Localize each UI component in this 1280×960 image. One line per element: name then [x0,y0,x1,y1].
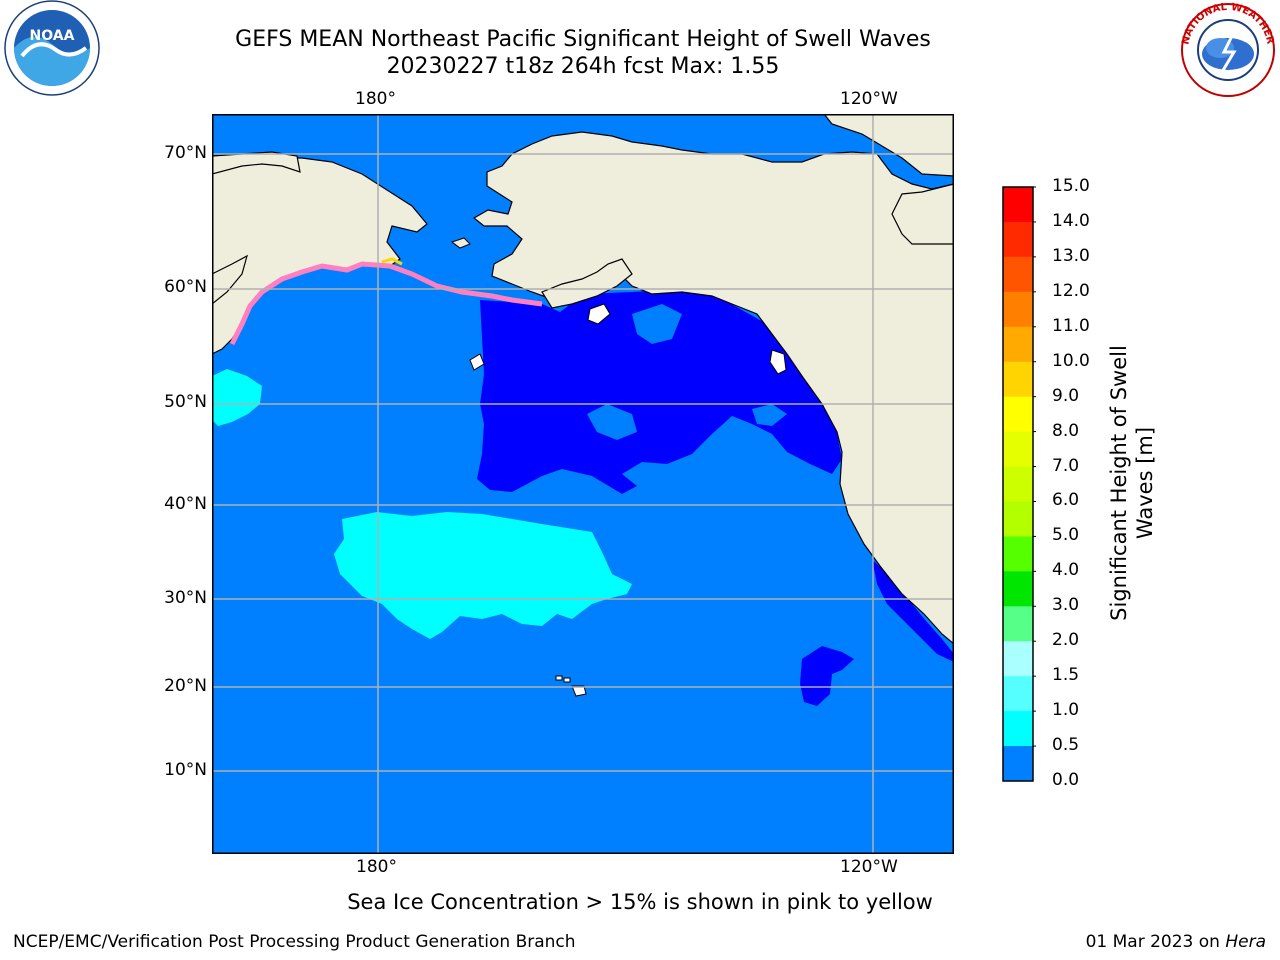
colorbar-label-line2: Waves [m] [1133,426,1157,540]
lon-label-top-180: 180° [355,89,396,109]
chart-title: GEFS MEAN Northeast Pacific Significant … [235,27,931,52]
colorbar-tick-label: 15.0 [1052,176,1090,196]
graticule [212,114,954,854]
mid-swell-region-west [212,369,262,426]
lat-label-20n: 20°N [164,676,207,696]
colorbar-tick-label: 7.0 [1052,455,1080,476]
mid-swell-region-central [334,512,632,639]
land-north-america-east [891,183,954,245]
noaa-logo: NOAA [4,0,100,96]
land-hawaii-2 [555,675,563,681]
colorbar [1002,186,1036,782]
colorbar-label: Significant Height of Swell Waves [m] [1104,186,1160,780]
colorbar-cell [1003,221,1033,258]
colorbar-cell [1003,466,1033,502]
colorbar-cell [1003,641,1033,677]
date-text: 01 Mar 2023 on Hera [1086,932,1266,952]
land-alaska-peninsula-south [541,258,633,309]
colorbar-tick-label: 6.0 [1052,490,1080,511]
mid-patch-gulf [587,404,637,440]
colorbar-cell [1003,256,1033,293]
lat-label-70n: 70°N [164,143,207,163]
lon-label-top-120w: 120°W [840,89,898,109]
colorbar-cell [1003,431,1033,468]
colorbar-tick-label: 11.0 [1052,315,1090,336]
nws-logo: NATIONAL WEATHER SERVICE [1176,2,1276,97]
colorbar-label-line1: Significant Height of Swell [1107,345,1131,621]
land-kodiak-island [587,303,611,325]
colorbar-frame [1002,186,1034,782]
colorbar-cell [1003,711,1033,747]
land-hawaii-3 [563,677,571,683]
date-host: Hera [1225,932,1266,952]
colorbar-cell [1003,501,1033,537]
low-swell-region-hawaii-east [800,646,854,706]
date-prefix: 01 Mar 2023 on [1085,932,1226,952]
colorbar-tick-label: 3.0 [1052,595,1080,616]
colorbar-tick-label: 8.0 [1052,420,1080,441]
land-bc-islands [769,349,787,375]
colorbar-tick-label: 10.0 [1052,350,1090,371]
colorbar-cell [1003,291,1033,328]
land-island-white-1 [469,353,485,371]
colorbar-tick-label: 12.0 [1052,280,1090,301]
low-swell-region-gulf-of-alaska [477,289,842,494]
credit-text: NCEP/EMC/Verification Post Processing Pr… [13,932,576,952]
mid-patch-gulf3 [632,304,682,344]
sea-ice-fringe-yellow [381,257,403,266]
land-st-lawrence [450,237,471,249]
colorbar-cell [1003,536,1033,572]
colorbar-tick-label: 1.5 [1052,665,1080,686]
colorbar-cell [1003,746,1033,782]
colorbar-tick-label: 13.0 [1052,245,1090,266]
land-siberia-alaska [212,114,954,645]
colorbar-cell [1003,361,1033,398]
noaa-logo-text: NOAA [30,28,75,44]
colorbar-cell [1003,676,1033,712]
colorbar-cell [1003,606,1033,642]
colorbar-cell [1003,187,1033,223]
sea-ice-fringe-bering [229,261,543,346]
lat-label-60n: 60°N [164,277,207,297]
colorbar-tick-label: 0.0 [1052,770,1080,790]
map-frame [212,114,954,854]
map-panel [212,114,954,854]
land-hawaii [571,685,587,697]
lat-label-30n: 30°N [164,588,207,608]
lat-label-50n: 50°N [164,392,207,412]
lon-label-bottom-120w: 120°W [840,857,898,877]
colorbar-tick-label: 5.0 [1052,525,1080,546]
land-kamchatka-edge [212,254,248,305]
land-chukotka [212,151,301,175]
lat-label-40n: 40°N [164,494,207,514]
colorbar-tick-label: 4.0 [1052,560,1080,581]
lat-label-10n: 10°N [164,760,207,780]
colorbar-tick-label: 0.5 [1052,735,1080,756]
colorbar-tick-label: 2.0 [1052,630,1080,651]
colorbar-cell [1003,571,1033,607]
colorbar-cell [1003,396,1033,433]
sea-ice-note: Sea Ice Concentration > 15% is shown in … [347,890,933,914]
mid-patch-gulf2 [752,404,787,426]
lon-label-bottom-180: 180° [356,857,397,877]
colorbar-tick-label: 14.0 [1052,210,1090,231]
low-swell-region-baja [872,559,954,662]
colorbar-tick-label: 1.0 [1052,700,1080,721]
colorbar-cell [1003,326,1033,363]
colorbar-tick-label: 9.0 [1052,385,1080,406]
chart-subtitle: 20230227 t18z 264h fcst Max: 1.55 [386,54,780,79]
